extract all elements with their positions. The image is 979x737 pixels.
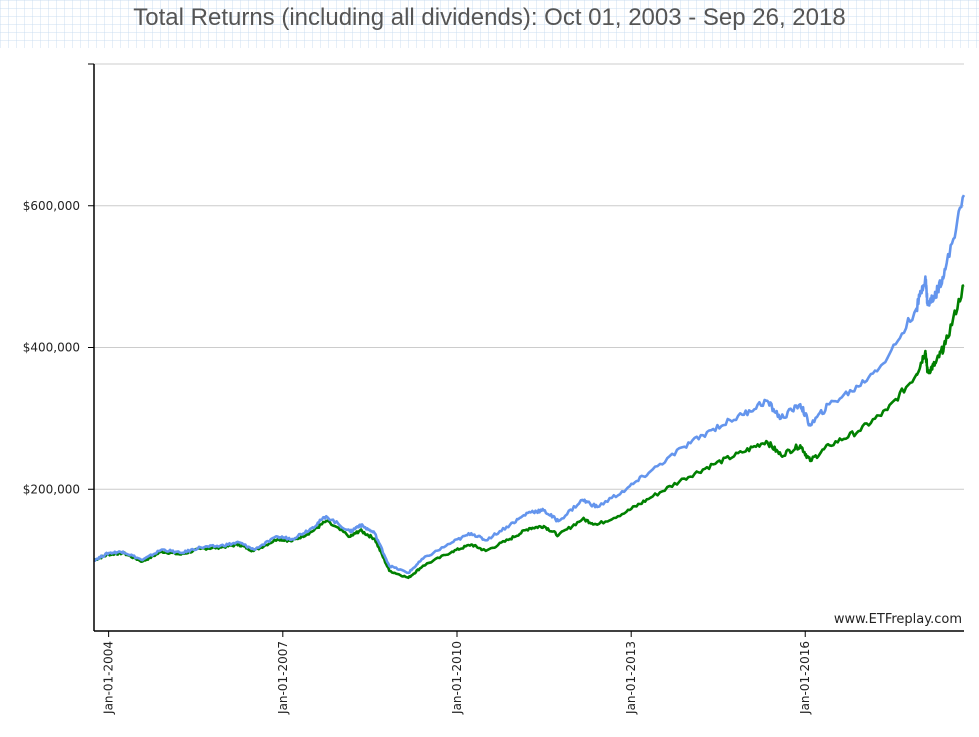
y-tick-label: $400,000 (23, 341, 80, 355)
watermark-text: www.ETFreplay.com (834, 612, 962, 627)
x-tick-label: Jan-01-2004 (102, 641, 116, 715)
y-tick-label: $200,000 (23, 482, 80, 496)
series-line (93, 283, 965, 580)
x-axis-ticks: Jan-01-2004 Jan-01-2007 Jan-01-2010 Jan-01-… (102, 631, 812, 715)
x-tick-label: Jan-01-2013 (624, 641, 638, 715)
y-axis-ticks: $200,000 $400,000 $600,000 (23, 199, 94, 496)
gridlines (94, 63, 964, 490)
x-tick-label: Jan-01-2007 (276, 641, 290, 715)
series-lines (93, 194, 966, 580)
title-band (0, 0, 979, 48)
x-tick-label: Jan-01-2016 (798, 641, 812, 715)
x-tick-label: Jan-01-2010 (450, 641, 464, 715)
y-tick-label: $600,000 (23, 199, 80, 213)
series-line (93, 194, 966, 575)
chart-title: Total Returns (including all dividends):… (133, 4, 846, 31)
